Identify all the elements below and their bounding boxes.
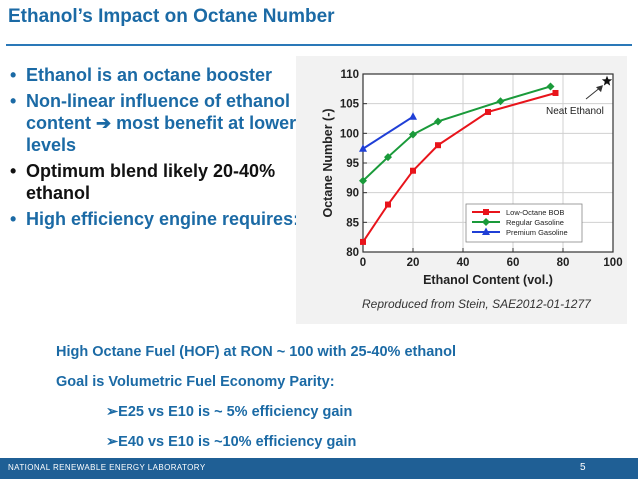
data-point: [359, 144, 367, 152]
legend-swatch-marker: [483, 209, 489, 215]
legend-label: Premium Gasoline: [506, 228, 568, 237]
series-line: [362, 85, 551, 182]
data-point: [496, 97, 505, 106]
x-tick-label: 40: [457, 257, 470, 269]
series-line: [362, 115, 414, 150]
y-tick-label: 105: [340, 99, 360, 111]
bullet-item: Non-linear influence of ethanol content …: [10, 90, 300, 156]
data-point: [409, 112, 417, 120]
legend-label: Regular Gasoline: [506, 218, 564, 227]
y-tick-label: 85: [346, 217, 359, 229]
octane-chart: 0 20 40 60 80 100 80 85 90 95 100 105 110 Ethanol Con…: [296, 56, 627, 324]
data-point: [410, 167, 416, 174]
data-point: [552, 89, 559, 96]
x-axis-label: Ethanol Content (vol.): [423, 273, 553, 287]
footer-bar: [0, 458, 638, 479]
y-tick-label: 110: [340, 69, 359, 81]
bullet-item: Ethanol is an octane booster: [10, 64, 300, 86]
data-point: [360, 238, 366, 245]
title-divider: [6, 44, 632, 46]
annotation-arrowhead: [596, 85, 603, 93]
data-point: [485, 108, 491, 115]
chart-source-caption: Reproduced from Stein, SAE2012-01-1277: [362, 297, 592, 311]
x-tick-label: 0: [360, 257, 366, 269]
x-tick-label: 80: [557, 257, 570, 269]
sub-sub-point: ➢E40 vs E10 is ~10% efficiency gain: [106, 434, 357, 450]
data-point: [359, 176, 367, 185]
bullet-item: Optimum blend likely 20-40% ethanol: [10, 160, 300, 204]
page-number: 5: [580, 462, 586, 473]
y-tick-label: 95: [346, 158, 359, 170]
data-point: [435, 142, 441, 149]
x-tick-label: 20: [407, 257, 420, 269]
bullet-list: Ethanol is an octane booster Non-linear …: [10, 64, 300, 234]
slide-title: Ethanol’s Impact on Octane Number: [8, 6, 335, 27]
y-tick-label: 80: [346, 247, 359, 259]
chart-svg: 0 20 40 60 80 100 80 85 90 95 100 105 110 Ethanol Con…: [321, 69, 623, 311]
legend-swatch-marker: [482, 218, 490, 226]
legend-label: Low-Octane BOB: [506, 208, 564, 217]
y-tick-label: 90: [346, 188, 359, 200]
neat-ethanol-star: [601, 75, 613, 86]
sub-point: High Octane Fuel (HOF) at RON ~ 100 with…: [56, 344, 457, 360]
bullet-item: High efficiency engine requires:: [10, 208, 300, 230]
data-point: [409, 130, 417, 139]
sub-sub-point: ➢E25 vs E10 is ~ 5% efficiency gain: [106, 404, 353, 420]
legend-swatch-marker: [482, 227, 490, 235]
series-line: [362, 92, 556, 243]
data-point: [546, 82, 555, 91]
x-tick-label: 100: [603, 257, 622, 269]
data-point: [434, 117, 442, 126]
annotation-label: Neat Ethanol: [546, 106, 604, 117]
data-point: [384, 153, 392, 162]
y-axis-label: Octane Number (-): [321, 108, 335, 217]
sub-point: Goal is Volumetric Fuel Economy Parity:: [56, 374, 335, 390]
y-tick-label: 100: [340, 128, 359, 140]
data-point: [385, 201, 391, 208]
footer-lab-name: NATIONAL RENEWABLE ENERGY LABORATORY: [8, 463, 206, 472]
x-tick-label: 60: [507, 257, 520, 269]
